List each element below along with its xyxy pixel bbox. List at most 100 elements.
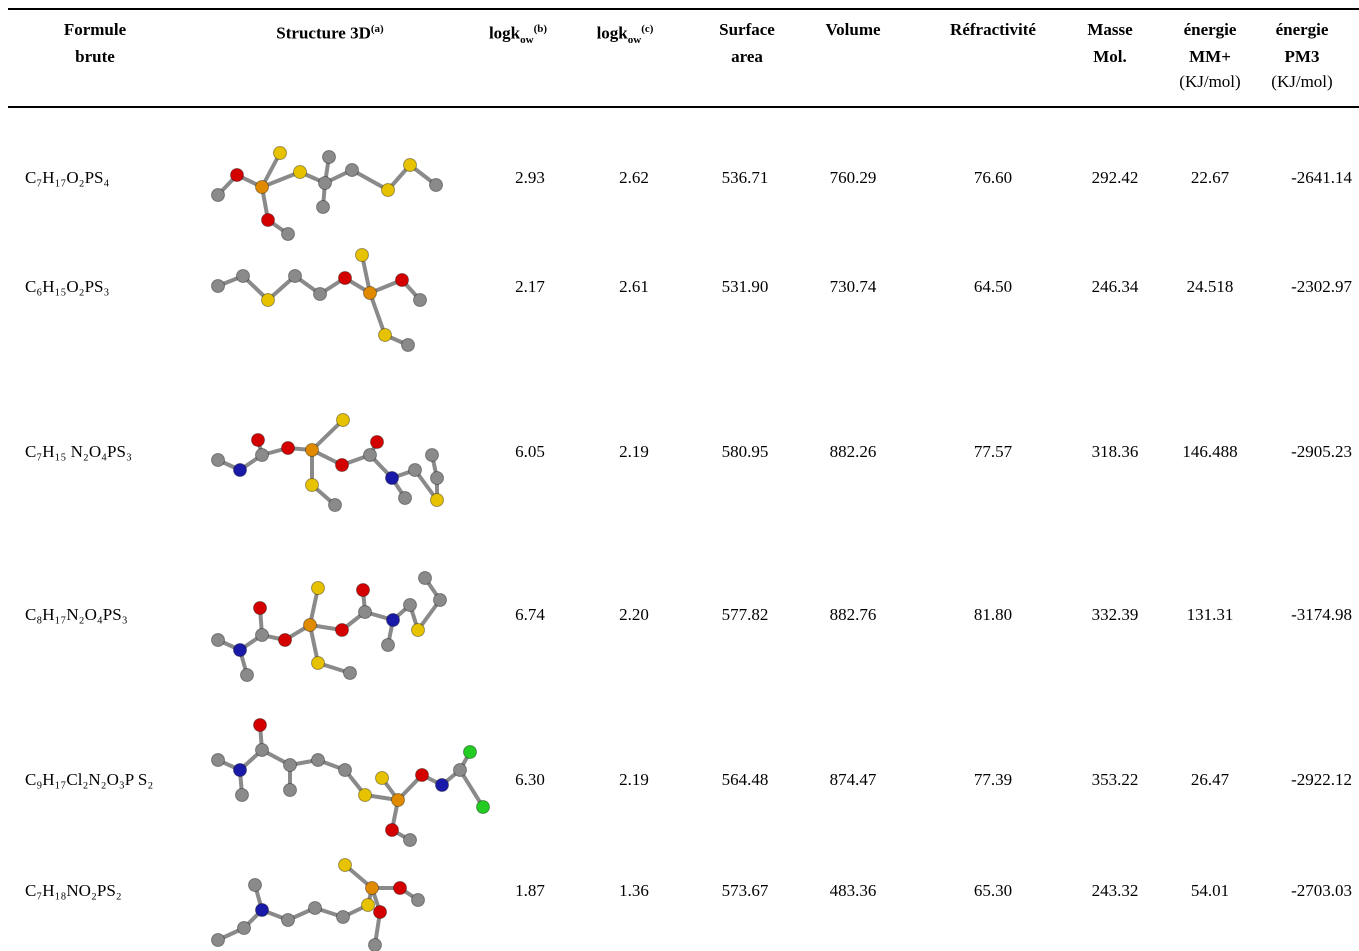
value-cell: 730.74 bbox=[823, 276, 883, 297]
value-cell: 81.80 bbox=[963, 604, 1023, 625]
value-cell: 22.67 bbox=[1182, 167, 1238, 188]
value-cell: 760.29 bbox=[823, 167, 883, 188]
value-cell: 54.01 bbox=[1182, 880, 1238, 901]
atom bbox=[409, 464, 422, 477]
header-line: Masse bbox=[1087, 16, 1132, 43]
atom bbox=[323, 151, 336, 164]
atom bbox=[364, 449, 377, 462]
atom bbox=[430, 179, 443, 192]
value-cell: -2703.03 bbox=[1262, 880, 1352, 901]
value-cell: 2.61 bbox=[609, 276, 659, 297]
atom bbox=[434, 594, 447, 607]
atom bbox=[234, 464, 247, 477]
value-cell: -3174.98 bbox=[1262, 604, 1352, 625]
header-line: Formule bbox=[64, 16, 126, 43]
atom bbox=[392, 794, 405, 807]
atom bbox=[238, 922, 251, 935]
atom bbox=[369, 939, 382, 951]
atom bbox=[231, 169, 244, 182]
atom bbox=[317, 201, 330, 214]
header-cell: énergieMM+(KJ/mol) bbox=[1179, 16, 1240, 94]
atom bbox=[414, 294, 427, 307]
value-cell: 131.31 bbox=[1182, 604, 1238, 625]
value-cell: 564.48 bbox=[715, 769, 775, 790]
value-cell: 26.47 bbox=[1182, 769, 1238, 790]
atom bbox=[394, 882, 407, 895]
value-cell: 573.67 bbox=[715, 880, 775, 901]
header-line: area bbox=[719, 43, 775, 70]
atom bbox=[419, 572, 432, 585]
atom bbox=[412, 894, 425, 907]
value-cell: 483.36 bbox=[823, 880, 883, 901]
value-cell: 1.36 bbox=[609, 880, 659, 901]
atom bbox=[404, 599, 417, 612]
atom bbox=[312, 754, 325, 767]
atom bbox=[284, 759, 297, 772]
header-cell: énergiePM3(KJ/mol) bbox=[1271, 16, 1332, 94]
value-cell: 2.62 bbox=[609, 167, 659, 188]
value-cell: -2302.97 bbox=[1262, 276, 1352, 297]
atom bbox=[314, 288, 327, 301]
value-cell: 65.30 bbox=[963, 880, 1023, 901]
atom bbox=[249, 879, 262, 892]
value-cell: 6.05 bbox=[505, 441, 555, 462]
atom bbox=[212, 280, 225, 293]
header-line: Réfractivité bbox=[950, 16, 1036, 43]
atom bbox=[336, 624, 349, 637]
atom bbox=[234, 644, 247, 657]
header-text: Structure 3D bbox=[276, 24, 371, 43]
header-line: Structure 3D(a) bbox=[276, 16, 383, 47]
header-line: Mol. bbox=[1087, 43, 1132, 70]
atom bbox=[256, 181, 269, 194]
atom bbox=[241, 669, 254, 682]
atom bbox=[386, 472, 399, 485]
atom bbox=[339, 272, 352, 285]
header-sup: (b) bbox=[534, 23, 547, 35]
atom bbox=[282, 914, 295, 927]
atom bbox=[364, 287, 377, 300]
atom bbox=[212, 934, 225, 947]
formula: C₈H₁₇N₂O₄PS₃ bbox=[25, 604, 163, 625]
value-cell: -2922.12 bbox=[1262, 769, 1352, 790]
atom bbox=[256, 744, 269, 757]
atom bbox=[319, 177, 332, 190]
formula: C₇H₁₈NO₂PS₂ bbox=[25, 880, 163, 901]
atom bbox=[337, 414, 350, 427]
header-line: PM3 bbox=[1271, 43, 1332, 70]
formula: C₇H₁₅ N₂O₄PS₃ bbox=[25, 441, 163, 462]
atom bbox=[431, 494, 444, 507]
value-cell: 531.90 bbox=[715, 276, 775, 297]
value-cell: 246.34 bbox=[1085, 276, 1145, 297]
header-unit: (KJ/mol) bbox=[1271, 70, 1332, 94]
atom bbox=[374, 906, 387, 919]
atom bbox=[454, 764, 467, 777]
value-cell: 536.71 bbox=[715, 167, 775, 188]
header-sub: ow bbox=[628, 34, 641, 46]
atom bbox=[212, 189, 225, 202]
atom bbox=[262, 214, 275, 227]
atom bbox=[256, 904, 269, 917]
atom bbox=[312, 582, 325, 595]
atom bbox=[254, 602, 267, 615]
atom bbox=[256, 449, 269, 462]
atom bbox=[306, 444, 319, 457]
value-cell: 292.42 bbox=[1085, 167, 1145, 188]
header-cell: Réfractivité bbox=[950, 16, 1036, 43]
value-cell: 6.74 bbox=[505, 604, 555, 625]
header-cell: Structure 3D(a) bbox=[276, 16, 383, 47]
atom bbox=[284, 784, 297, 797]
value-cell: 874.47 bbox=[823, 769, 883, 790]
atom bbox=[306, 479, 319, 492]
header-cell: logkow(c) bbox=[597, 16, 654, 54]
value-cell: 76.60 bbox=[963, 167, 1023, 188]
atom bbox=[402, 339, 415, 352]
value-cell: 353.22 bbox=[1085, 769, 1145, 790]
atom bbox=[237, 270, 250, 283]
header-sup: (a) bbox=[371, 23, 384, 35]
atom bbox=[376, 772, 389, 785]
header-cell: Volume bbox=[825, 16, 880, 43]
formula: C₇H₁₇O₂PS₄ bbox=[25, 167, 163, 188]
atom bbox=[282, 228, 295, 241]
formula: C₆H₁₅O₂PS₃ bbox=[25, 276, 163, 297]
